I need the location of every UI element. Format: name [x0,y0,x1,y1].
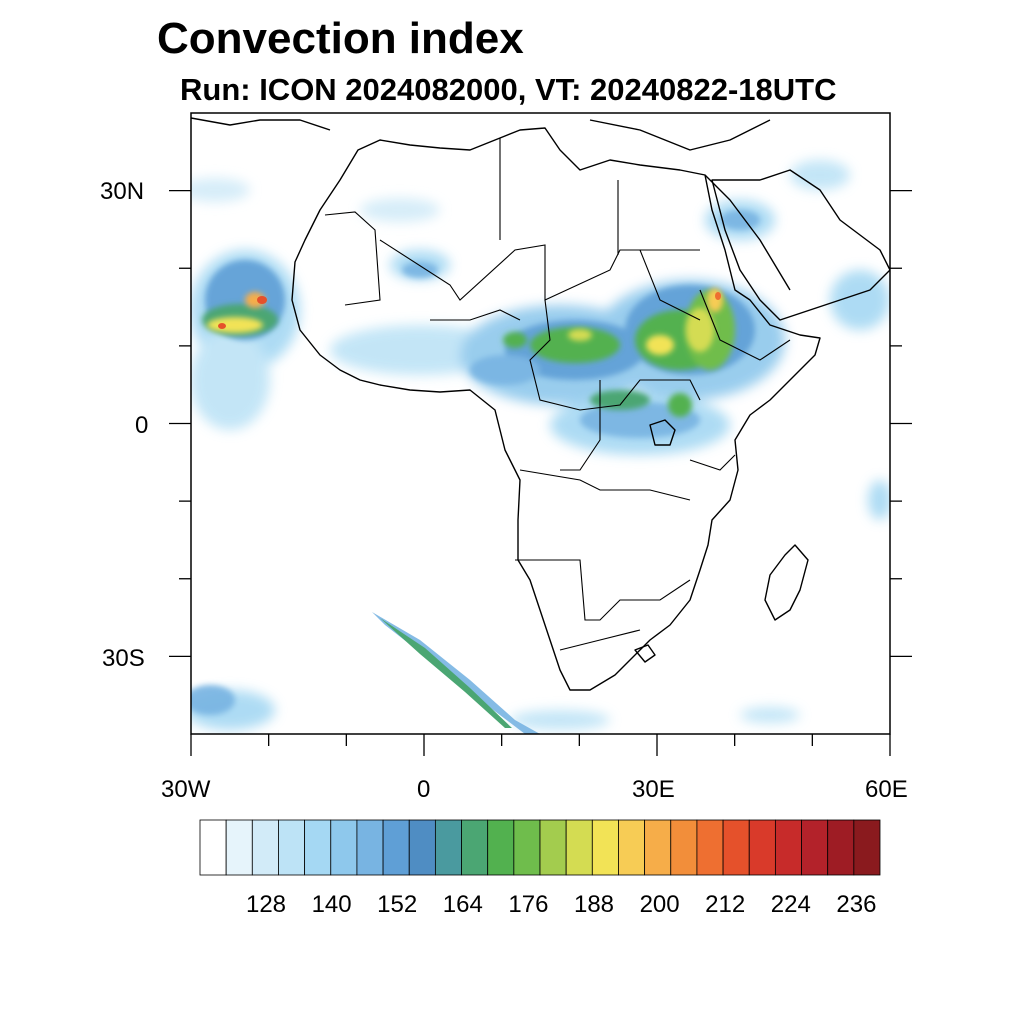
lat-label-0: 0 [135,412,149,439]
map-subtitle: Run: ICON 2024082000, VT: 20240822-18UTC [180,72,837,107]
axis-ticks [169,189,912,756]
convection-field [191,160,890,734]
lat-label-30n: 30N [100,178,145,205]
map-title: Convection index [157,14,524,63]
lat-label-30s: 30S [102,645,145,672]
lon-label-30w: 30W [161,776,211,803]
plot-frame [190,112,891,735]
lon-label-30e: 30E [632,776,675,803]
coastlines [191,117,890,691]
lon-label-0: 0 [417,776,431,803]
country-borders [324,138,791,651]
lon-label-60e: 60E [865,776,908,803]
